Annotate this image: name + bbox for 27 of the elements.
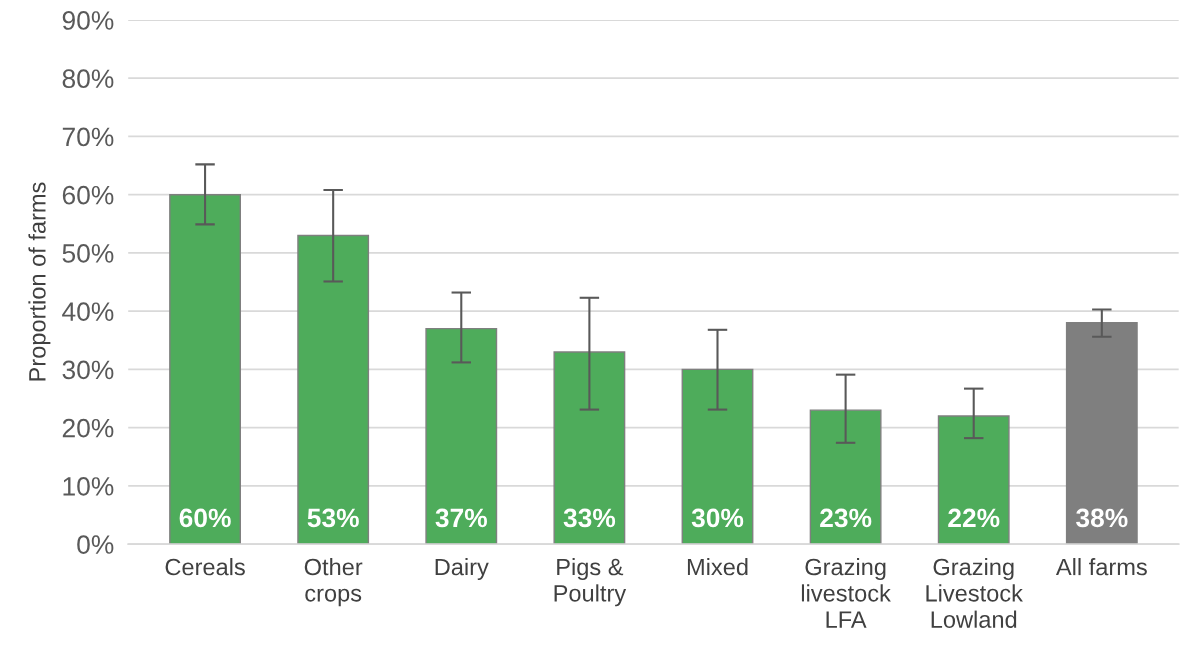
x-tick-label: Other crops xyxy=(304,558,363,607)
data-label: 30% xyxy=(691,508,744,528)
data-label: 37% xyxy=(435,508,487,528)
x-tick-label: Grazing Livestock Lowland xyxy=(926,558,1023,628)
x-tick-label: Grazing livestock LFA xyxy=(801,558,891,628)
x-tick-label: Dairy xyxy=(435,558,489,581)
data-label: 38% xyxy=(1076,508,1128,528)
data-label: 33% xyxy=(563,508,616,528)
data-label: 23% xyxy=(820,508,872,528)
y-tick-label: 30% xyxy=(62,360,114,380)
y-tick-label: 10% xyxy=(63,477,114,496)
y-tick-label: 40% xyxy=(62,302,114,321)
y-axis-title: Proportion of farms xyxy=(28,182,51,381)
y-tick-label: 60% xyxy=(62,185,114,205)
data-label: 22% xyxy=(948,508,1000,528)
data-label: 53% xyxy=(307,508,359,528)
y-tick-label: 20% xyxy=(62,418,114,438)
x-tick-label: All farms xyxy=(1055,558,1147,576)
x-tick-label: Mixed xyxy=(687,558,748,576)
data-label: 60% xyxy=(179,508,231,528)
x-tick-label: Pigs & Poultry xyxy=(554,558,627,607)
x-tick-label: Cereals xyxy=(165,558,245,576)
y-tick-label: 90% xyxy=(62,11,114,30)
y-tick-label: 70% xyxy=(62,127,114,147)
y-tick-label: 0% xyxy=(77,535,114,554)
y-tick-label: 80% xyxy=(62,69,114,89)
y-tick-label: 50% xyxy=(62,244,114,263)
